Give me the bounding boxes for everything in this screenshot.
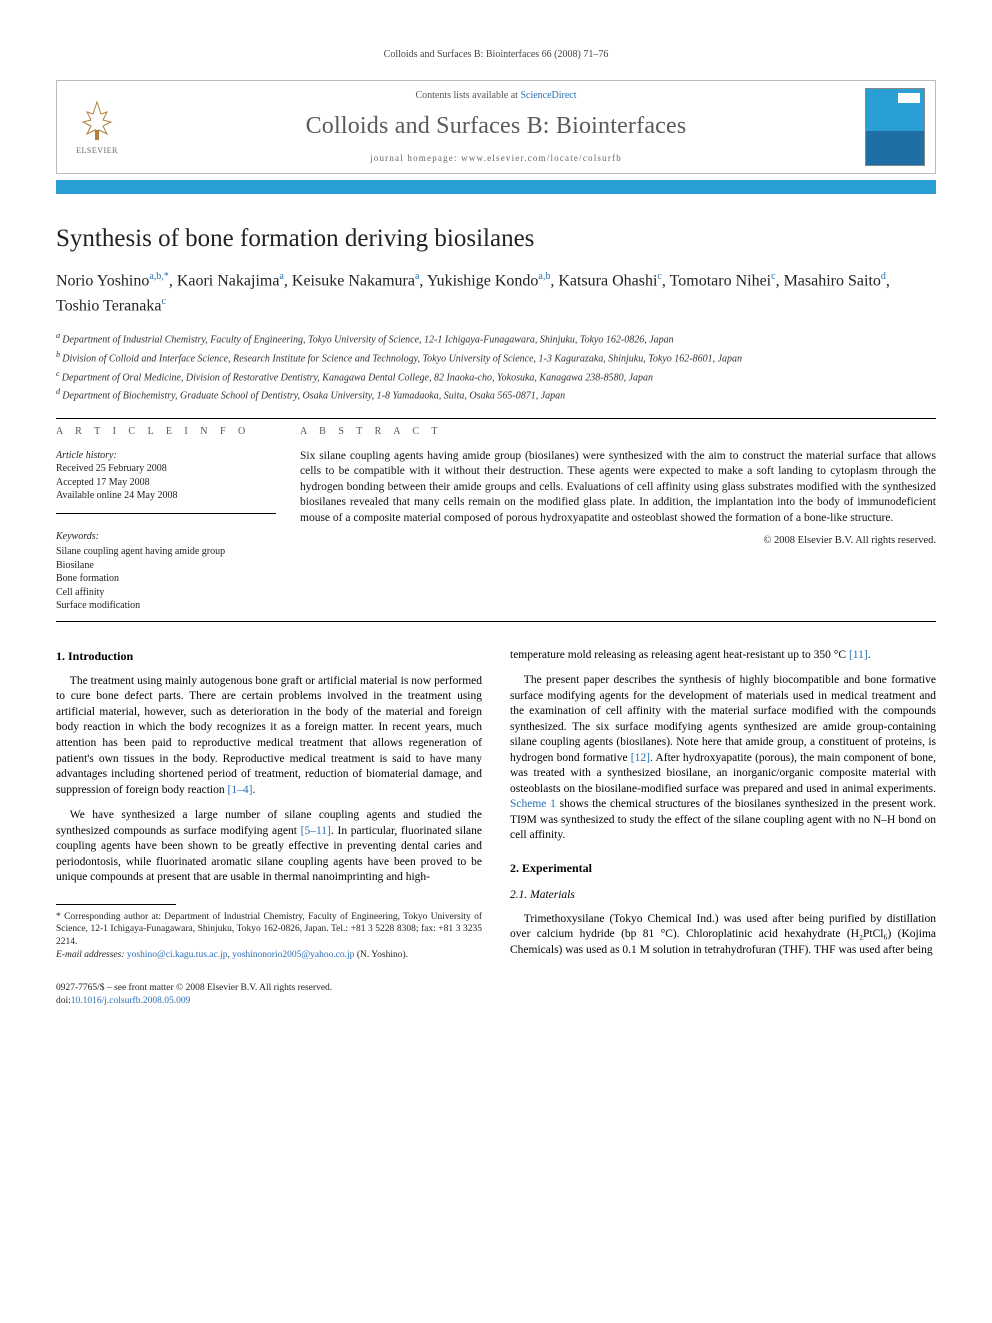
homepage-url: www.elsevier.com/locate/colsurfb [461, 153, 622, 163]
journal-masthead: ELSEVIER Contents lists available at Sci… [56, 80, 936, 174]
keyword-item: Silane coupling agent having amide group [56, 545, 276, 559]
author-list: Norio Yoshinoa,b,*, Kaori Nakajimaa, Kei… [56, 269, 936, 318]
history-title: Article history: [56, 449, 276, 463]
scheme-link[interactable]: Scheme 1 [510, 798, 556, 810]
history-received: Received 25 February 2008 [56, 462, 276, 476]
journal-cover-thumb [855, 81, 935, 173]
email-line: E-mail addresses: yoshino@ci.kagu.tus.ac… [56, 949, 482, 962]
body-paragraph: temperature mold releasing as releasing … [510, 648, 936, 664]
homepage-label: journal homepage: [370, 153, 461, 163]
body-text: . [252, 784, 255, 796]
email-label: E-mail addresses: [56, 950, 127, 960]
keyword-item: Biosilane [56, 559, 276, 573]
section-heading-introduction: 1. Introduction [56, 648, 482, 664]
email-link[interactable]: yoshino@ci.kagu.tus.ac.jp [127, 950, 228, 960]
keywords-title: Keywords: [56, 530, 276, 544]
affiliation-item: c Department of Oral Medicine, Division … [56, 368, 936, 386]
body-text: . [868, 649, 871, 661]
citation-link[interactable]: [11] [849, 649, 868, 661]
history-accepted: Accepted 17 May 2008 [56, 476, 276, 490]
article-history: Article history: Received 25 February 20… [56, 449, 276, 514]
body-paragraph: The treatment using mainly autogenous bo… [56, 674, 482, 798]
keyword-item: Bone formation [56, 572, 276, 586]
sciencedirect-link[interactable]: ScienceDirect [520, 90, 576, 101]
issn-line: 0927-7765/$ – see front matter © 2008 El… [56, 982, 936, 995]
body-columns: 1. Introduction The treatment using main… [56, 648, 936, 968]
citation-link[interactable]: [1–4] [228, 784, 253, 796]
journal-homepage-line: journal homepage: www.elsevier.com/locat… [370, 152, 622, 164]
keyword-item: Surface modification [56, 599, 276, 613]
article-info-label: A R T I C L E I N F O [56, 425, 276, 439]
section-heading-experimental: 2. Experimental [510, 860, 936, 876]
abstract-text: Six silane coupling agents having amide … [300, 449, 936, 527]
affiliation-item: a Department of Industrial Chemistry, Fa… [56, 330, 936, 348]
corresponding-author-note: * Corresponding author at: Department of… [56, 911, 482, 949]
doi-label: doi: [56, 996, 71, 1006]
contents-available-line: Contents lists available at ScienceDirec… [415, 89, 576, 103]
article-title: Synthesis of bone formation deriving bio… [56, 222, 936, 256]
footnote-separator [56, 904, 176, 905]
keywords-block: Keywords: Silane coupling agent having a… [56, 530, 276, 613]
affiliation-item: d Department of Biochemistry, Graduate S… [56, 386, 936, 404]
front-matter-line: 0927-7765/$ – see front matter © 2008 El… [56, 982, 936, 1008]
journal-name: Colloids and Surfaces B: Biointerfaces [306, 110, 687, 142]
divider [56, 418, 936, 419]
divider [56, 621, 936, 622]
subsection-heading-materials: 2.1. Materials [510, 888, 936, 904]
body-text: shows the chemical structures of the bio… [510, 798, 936, 841]
abstract-label: A B S T R A C T [300, 425, 936, 439]
body-text: temperature mold releasing as releasing … [510, 649, 849, 661]
contents-prefix: Contents lists available at [415, 90, 520, 101]
history-online: Available online 24 May 2008 [56, 489, 276, 503]
body-paragraph: The present paper describes the synthesi… [510, 673, 936, 844]
publisher-label: ELSEVIER [76, 146, 118, 157]
body-paragraph: We have synthesized a large number of si… [56, 808, 482, 886]
body-text: The treatment using mainly autogenous bo… [56, 675, 482, 796]
citation-link[interactable]: [5–11] [301, 825, 331, 837]
keyword-item: Cell affinity [56, 586, 276, 600]
abstract-copyright: © 2008 Elsevier B.V. All rights reserved… [300, 534, 936, 548]
affiliation-item: b Division of Colloid and Interface Scie… [56, 349, 936, 367]
footnotes: * Corresponding author at: Department of… [56, 911, 482, 962]
journal-cover-icon [865, 88, 925, 166]
affiliations-list: a Department of Industrial Chemistry, Fa… [56, 330, 936, 404]
masthead-accent-bar [56, 180, 936, 194]
email-link[interactable]: yoshinonorio2005@yahoo.co.jp [232, 950, 354, 960]
email-tail: (N. Yoshino). [354, 950, 408, 960]
body-paragraph: Trimethoxysilane (Tokyo Chemical Ind.) w… [510, 912, 936, 959]
body-text: The present paper describes the synthesi… [510, 674, 936, 764]
elsevier-tree-icon [73, 96, 121, 144]
publisher-logo-block: ELSEVIER [57, 81, 137, 173]
doi-link[interactable]: 10.1016/j.colsurfb.2008.05.009 [71, 996, 191, 1006]
citation-link[interactable]: [12] [631, 752, 650, 764]
running-head: Colloids and Surfaces B: Biointerfaces 6… [56, 48, 936, 62]
